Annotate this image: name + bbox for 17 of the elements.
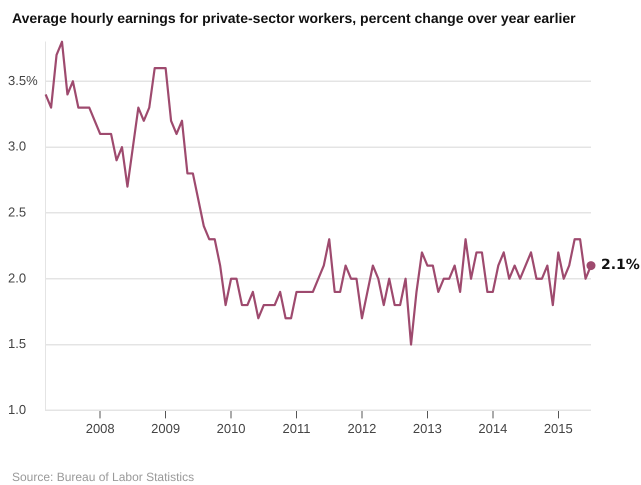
chart-title: Average hourly earnings for private-sector workers, percent change over year earlier	[12, 10, 576, 26]
x-tick-label: 2015	[544, 420, 573, 436]
x-tick-label: 2011	[282, 420, 310, 436]
x-tick-label: 2012	[347, 420, 376, 436]
x-tick-label: 2010	[216, 420, 246, 436]
source-note: Source: Bureau of Labor Statistics	[12, 470, 194, 484]
y-tick-label: 1.5	[8, 336, 26, 352]
x-tick-label: 2014	[478, 420, 508, 436]
x-tick-label: 2009	[151, 420, 180, 436]
y-tick-label: 2.5	[8, 204, 26, 220]
y-tick-label: 3.5%	[8, 72, 38, 88]
y-tick-label: 2.0	[8, 270, 26, 286]
x-tick-label: 2008	[86, 420, 115, 436]
y-tick-label: 3.0	[8, 138, 26, 154]
y-tick-label: 1.0	[8, 402, 26, 417]
annotation: 2.1%	[601, 257, 640, 274]
x-tick-label: 2013	[412, 420, 442, 436]
